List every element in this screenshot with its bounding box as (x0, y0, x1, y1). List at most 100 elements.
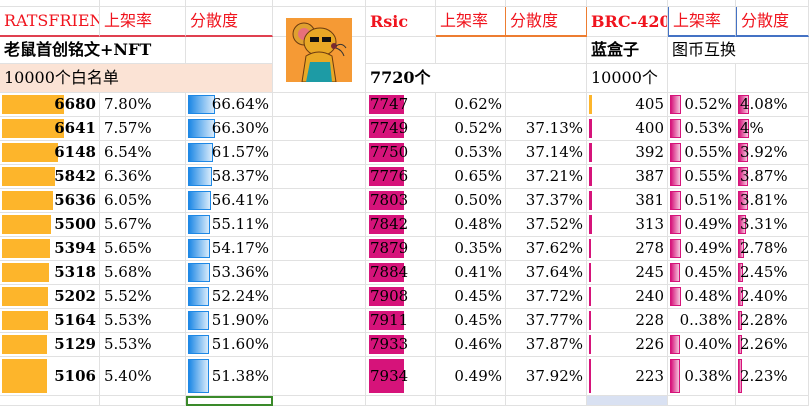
dispersion-cell[interactable]: 37.72% (506, 285, 587, 309)
header-cell[interactable]: 上架率 (668, 7, 736, 37)
rsic-count-cell[interactable]: 7749 (366, 117, 436, 141)
header-cell[interactable]: 分散度 (506, 7, 587, 37)
supply-cell[interactable]: 7720个 (366, 64, 506, 93)
cell[interactable] (736, 396, 809, 406)
cell[interactable] (366, 37, 436, 64)
dispersion-cell[interactable]: 37.77% (506, 309, 587, 333)
rsic-count-cell[interactable]: 7911 (366, 309, 436, 333)
header-cell[interactable]: 分散度 (186, 7, 273, 37)
rats-count-cell[interactable]: 5842 (0, 165, 100, 189)
brc-count-cell[interactable]: 392 (587, 141, 668, 165)
subtitle-cell[interactable]: 图币互换 (668, 37, 809, 64)
listing-rate-cell[interactable]: 0.49% (668, 237, 736, 261)
dispersion-cell[interactable]: 56.41% (186, 189, 273, 213)
listing-rate-cell[interactable]: 0.52% (436, 117, 506, 141)
listing-rate-cell[interactable]: 5.40% (100, 357, 186, 396)
cell[interactable] (0, 396, 100, 406)
cell[interactable] (273, 93, 366, 117)
cell[interactable] (436, 396, 506, 406)
cell[interactable] (273, 165, 366, 189)
supply-cell[interactable]: 10000个 (587, 64, 668, 93)
listing-rate-cell[interactable]: 5.53% (100, 333, 186, 357)
brc-count-cell[interactable]: 400 (587, 117, 668, 141)
subtitle-cell[interactable]: 蓝盒子 (587, 37, 668, 64)
cell[interactable] (273, 0, 366, 7)
dispersion-cell[interactable]: 37.13% (506, 117, 587, 141)
cell[interactable] (100, 0, 186, 7)
rats-count-cell[interactable]: 5164 (0, 309, 100, 333)
rsic-count-cell[interactable]: 7776 (366, 165, 436, 189)
cell[interactable] (273, 357, 366, 396)
cell[interactable] (186, 37, 273, 64)
header-cell[interactable]: BRC-420 (587, 7, 668, 37)
brc-count-cell[interactable]: 313 (587, 213, 668, 237)
rats-count-cell[interactable]: 6641 (0, 117, 100, 141)
brc-count-cell[interactable]: 223 (587, 357, 668, 396)
listing-rate-cell[interactable]: 0.50% (436, 189, 506, 213)
listing-rate-cell[interactable]: 0.46% (436, 333, 506, 357)
rats-count-cell[interactable]: 5106 (0, 357, 100, 396)
listing-rate-cell[interactable]: 5.67% (100, 213, 186, 237)
listing-rate-cell[interactable]: 5.68% (100, 261, 186, 285)
whitelist-cell[interactable]: 10000个白名单 (0, 64, 273, 93)
dispersion-cell[interactable]: 51.60% (186, 333, 273, 357)
cell[interactable] (587, 396, 668, 406)
dispersion-cell[interactable]: 2.26% (736, 333, 809, 357)
rats-count-cell[interactable]: 5394 (0, 237, 100, 261)
listing-rate-cell[interactable]: 0.55% (668, 141, 736, 165)
rsic-count-cell[interactable]: 7884 (366, 261, 436, 285)
dispersion-cell[interactable]: 3.31% (736, 213, 809, 237)
rsic-count-cell[interactable]: 7842 (366, 213, 436, 237)
listing-rate-cell[interactable]: 0.48% (668, 285, 736, 309)
cell[interactable] (506, 0, 587, 7)
dispersion-cell[interactable]: 2.28% (736, 309, 809, 333)
rats-count-cell[interactable]: 5318 (0, 261, 100, 285)
cell[interactable] (273, 333, 366, 357)
cell[interactable] (668, 396, 736, 406)
rsic-count-cell[interactable]: 7933 (366, 333, 436, 357)
rsic-count-cell[interactable]: 7803 (366, 189, 436, 213)
listing-rate-cell[interactable]: 0.49% (436, 357, 506, 396)
cell[interactable] (668, 0, 736, 7)
cell[interactable] (186, 396, 273, 406)
dispersion-cell[interactable]: 37.62% (506, 237, 587, 261)
cell[interactable] (273, 309, 366, 333)
brc-count-cell[interactable]: 405 (587, 93, 668, 117)
listing-rate-cell[interactable]: 6.05% (100, 189, 186, 213)
listing-rate-cell[interactable]: 0.53% (436, 141, 506, 165)
dispersion-cell[interactable]: 37.21% (506, 165, 587, 189)
listing-rate-cell[interactable]: 5.53% (100, 309, 186, 333)
listing-rate-cell[interactable]: 0.45% (668, 261, 736, 285)
rats-count-cell[interactable]: 6680 (0, 93, 100, 117)
listing-rate-cell[interactable]: 7.57% (100, 117, 186, 141)
dispersion-cell[interactable]: 51.38% (186, 357, 273, 396)
dispersion-cell[interactable]: 37.37% (506, 189, 587, 213)
cell[interactable] (366, 0, 436, 7)
dispersion-cell[interactable]: 37.14% (506, 141, 587, 165)
cell[interactable] (366, 396, 436, 406)
dispersion-cell[interactable]: 54.17% (186, 237, 273, 261)
dispersion-cell[interactable]: 61.57% (186, 141, 273, 165)
cell[interactable] (273, 261, 366, 285)
listing-rate-cell[interactable]: 0.52% (668, 93, 736, 117)
brc-count-cell[interactable]: 245 (587, 261, 668, 285)
dispersion-cell[interactable]: 2.45% (736, 261, 809, 285)
header-cell[interactable]: 上架率 (436, 7, 506, 37)
dispersion-cell[interactable]: 2.23% (736, 357, 809, 396)
cell[interactable] (273, 213, 366, 237)
dispersion-cell[interactable] (506, 93, 587, 117)
cell[interactable] (436, 37, 506, 64)
dispersion-cell[interactable]: 52.24% (186, 285, 273, 309)
dispersion-cell[interactable]: 51.90% (186, 309, 273, 333)
listing-rate-cell[interactable]: 6.54% (100, 141, 186, 165)
dispersion-cell[interactable]: 2.40% (736, 285, 809, 309)
brc-count-cell[interactable]: 381 (587, 189, 668, 213)
listing-rate-cell[interactable]: 6.36% (100, 165, 186, 189)
dispersion-cell[interactable]: 37.87% (506, 333, 587, 357)
brc-count-cell[interactable]: 228 (587, 309, 668, 333)
dispersion-cell[interactable]: 4.08% (736, 93, 809, 117)
brc-count-cell[interactable]: 278 (587, 237, 668, 261)
cell[interactable] (100, 396, 186, 406)
cell[interactable] (436, 0, 506, 7)
cell[interactable] (273, 141, 366, 165)
